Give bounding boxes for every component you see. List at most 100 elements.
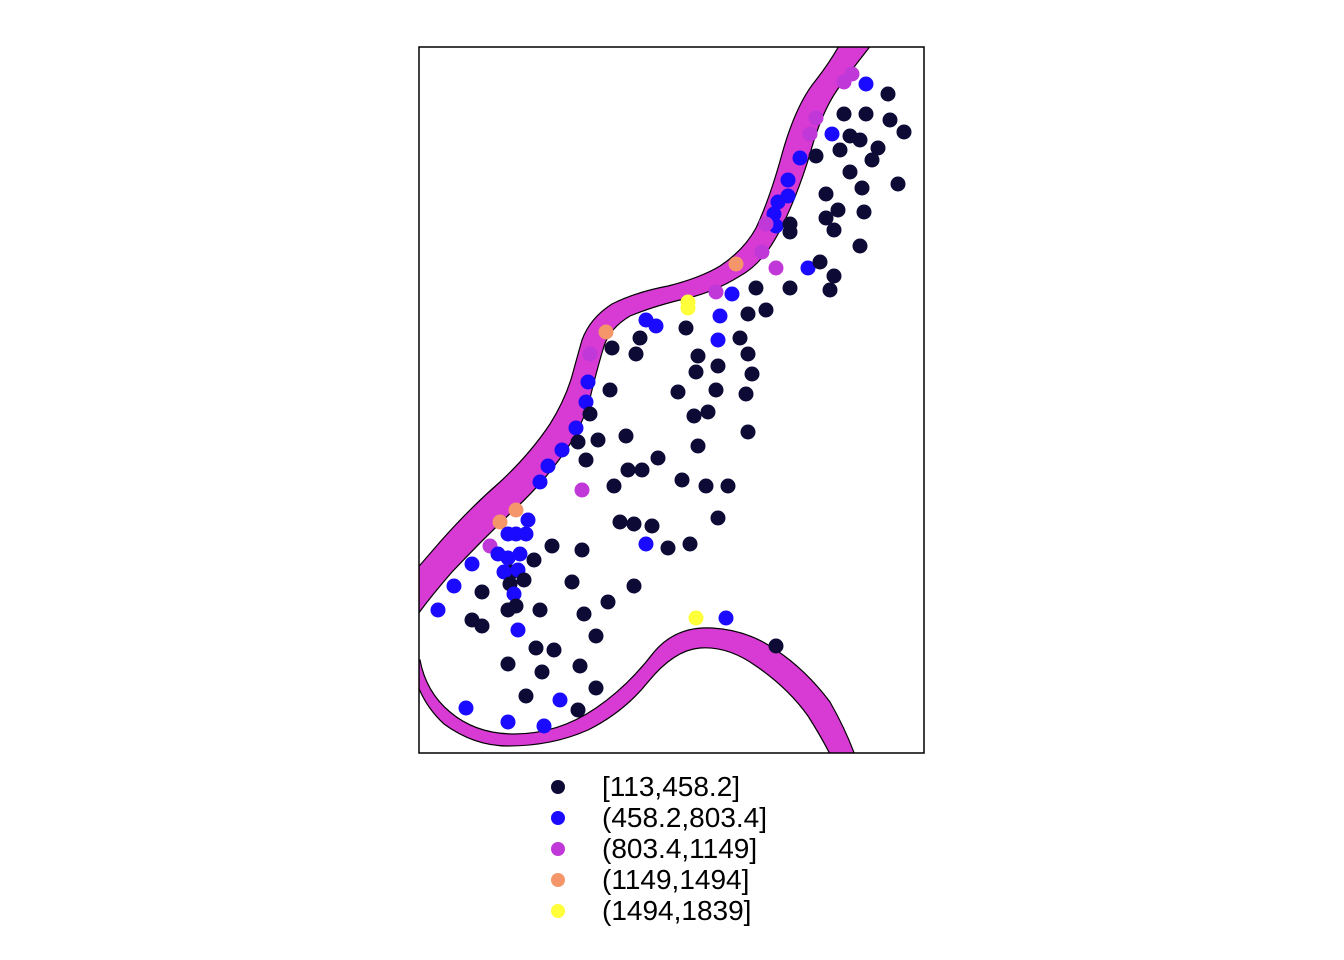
point-marker: [832, 142, 848, 158]
point-marker: [748, 280, 764, 296]
legend-swatch-icon: [551, 904, 565, 918]
point-marker: [792, 150, 808, 166]
point-marker: [532, 602, 548, 618]
point-marker: [580, 374, 596, 390]
point-marker: [740, 424, 756, 440]
point-marker: [512, 546, 528, 562]
point-marker: [572, 658, 588, 674]
point-marker: [744, 366, 760, 382]
point-marker: [626, 516, 642, 532]
point-marker: [808, 110, 824, 126]
point-marker: [474, 584, 490, 600]
point-marker: [588, 628, 604, 644]
point-marker: [600, 594, 616, 610]
river-lower-channel: [419, 627, 855, 753]
point-marker: [576, 606, 592, 622]
point-marker: [896, 124, 912, 140]
point-marker: [740, 306, 756, 322]
point-marker: [578, 452, 594, 468]
point-marker: [446, 578, 462, 594]
point-marker: [754, 244, 770, 260]
point-marker: [528, 640, 544, 656]
point-marker: [500, 656, 516, 672]
point-marker: [634, 462, 650, 478]
point-marker: [690, 438, 706, 454]
point-marker: [766, 206, 782, 222]
point-marker: [678, 320, 694, 336]
point-marker: [458, 700, 474, 716]
point-marker: [864, 152, 880, 168]
point-marker: [724, 286, 740, 302]
point-marker: [802, 126, 818, 142]
point-marker: [690, 348, 706, 364]
point-marker: [780, 172, 796, 188]
point-marker: [520, 512, 536, 528]
point-marker: [574, 542, 590, 558]
point-marker: [532, 474, 548, 490]
point-marker: [858, 76, 874, 92]
point-marker: [712, 308, 728, 324]
point-marker: [570, 434, 586, 450]
point-marker: [506, 586, 522, 602]
point-marker: [800, 260, 816, 276]
point-marker: [598, 324, 614, 340]
point-marker: [688, 364, 704, 380]
point-marker: [686, 408, 702, 424]
point-marker: [674, 472, 690, 488]
point-marker: [534, 664, 550, 680]
point-marker: [464, 556, 480, 572]
legend-swatch-icon: [551, 842, 565, 856]
point-marker: [882, 112, 898, 128]
point-marker: [474, 618, 490, 634]
legend-label: (803.4,1149]: [602, 833, 758, 864]
point-marker: [650, 450, 666, 466]
point-marker: [818, 186, 834, 202]
point-marker: [516, 572, 532, 588]
point-marker: [508, 502, 524, 518]
point-marker: [710, 510, 726, 526]
point-marker: [632, 330, 648, 346]
legend-swatch-icon: [551, 873, 565, 887]
point-marker: [582, 406, 598, 422]
point-marker: [698, 478, 714, 494]
point-marker: [758, 216, 774, 232]
point-marker: [758, 302, 774, 318]
point-marker: [526, 552, 542, 568]
point-marker: [890, 176, 906, 192]
point-marker: [628, 346, 644, 362]
point-marker: [852, 238, 868, 254]
point-marker: [500, 550, 516, 566]
point-marker: [518, 688, 534, 704]
point-marker: [856, 204, 872, 220]
legend-label: [113,458.2]: [602, 771, 741, 802]
point-marker: [500, 714, 516, 730]
point-marker: [852, 132, 868, 148]
point-marker: [782, 280, 798, 296]
point-marker: [844, 66, 860, 82]
point-marker: [720, 478, 736, 494]
point-marker: [688, 610, 704, 626]
point-marker: [606, 478, 622, 494]
point-marker: [582, 346, 598, 362]
legend-label: (1149,1494]: [602, 864, 750, 895]
legend-swatch-icon: [551, 780, 565, 794]
point-marker: [770, 194, 786, 210]
point-marker: [808, 148, 824, 164]
point-marker: [492, 514, 508, 530]
point-marker: [496, 564, 512, 580]
point-marker: [574, 482, 590, 498]
point-marker: [540, 458, 556, 474]
point-marker: [430, 602, 446, 618]
map-frame: [418, 46, 925, 754]
point-marker: [680, 300, 696, 316]
point-marker: [880, 86, 896, 102]
point-marker: [626, 578, 642, 594]
point-marker: [842, 164, 858, 180]
point-marker: [826, 268, 842, 284]
point-marker: [858, 106, 874, 122]
point-marker: [588, 680, 604, 696]
point-marker: [570, 702, 586, 718]
point-marker: [710, 358, 726, 374]
point-marker: [544, 538, 560, 554]
